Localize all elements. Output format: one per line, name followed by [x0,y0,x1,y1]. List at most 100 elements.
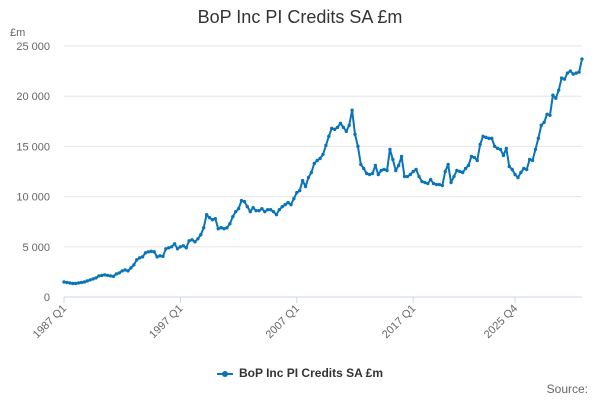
data-point [184,246,188,250]
data-point [460,170,465,175]
data-point [423,180,427,185]
x-tick-label: 1997 Q1 [147,303,185,341]
data-point [143,251,148,255]
data-point [391,157,395,162]
data-point [286,200,290,205]
data-point [495,146,500,151]
data-point [525,167,529,172]
series-line [63,58,583,285]
data-point [504,146,509,151]
data-point [434,182,439,187]
data-point [440,183,445,188]
data-point [79,280,84,285]
data-point [65,280,69,285]
data-point [510,167,514,172]
data-point [330,126,334,131]
data-point [327,134,331,139]
data-point [88,278,92,282]
data-point [359,162,363,167]
data-point [312,161,316,166]
data-point [362,166,366,171]
data-point [152,250,156,254]
data-point [222,227,226,231]
data-point [478,142,482,147]
data-point [295,190,299,195]
data-point [399,154,404,159]
data-point [68,281,72,285]
data-point [117,271,121,275]
data-point [431,181,436,186]
data-point [408,172,412,177]
y-axis: 0 5 000 10 000 15 000 20 000 25 000 [16,41,50,304]
data-point [367,172,372,177]
data-point [216,227,220,231]
data-point [475,158,479,163]
data-point [303,184,308,189]
data-point [100,273,104,278]
data-point [554,96,558,100]
data-point [146,250,151,254]
data-point [452,174,456,179]
data-point [420,179,424,184]
data-point [458,169,462,174]
data-point [577,70,581,74]
data-point [257,208,261,213]
data-point [242,199,247,204]
data-point [396,163,401,168]
data-point [263,209,267,214]
data-point [469,154,474,159]
data-point [562,77,567,81]
data-point [338,121,343,126]
data-point [542,120,546,125]
data-point [466,163,471,168]
data-point [219,226,223,230]
data-point [254,208,258,213]
data-point [545,112,549,116]
data-point [137,256,142,260]
data-point [123,268,127,272]
data-point [449,180,453,185]
data-point [463,166,468,171]
data-point [507,164,511,169]
data-point [207,215,212,220]
data-point [376,172,380,177]
data-point [565,71,570,75]
data-point [204,212,209,217]
data-point [167,246,171,250]
y-tick-label: 15 000 [16,141,50,153]
data-point [501,153,506,158]
data-point [234,209,238,214]
data-point [97,274,101,278]
data-point [533,147,538,152]
data-point [382,167,386,172]
legend[interactable]: BoP Inc PI Credits SA £m [0,366,600,380]
x-axis: 1987 Q1 1997 Q1 2007 Q1 2017 Q1 2025 Q4 [31,296,582,341]
data-point [289,202,293,207]
data-point [414,167,418,172]
y-tick-label: 5 000 [22,242,50,254]
data-point [91,277,95,281]
data-point [126,269,130,273]
data-point [332,127,337,132]
data-point [114,272,119,276]
data-point [62,280,66,284]
data-point [103,273,107,277]
data-point [298,188,302,193]
data-point [373,163,378,168]
data-point [73,281,78,286]
data-point [548,113,552,117]
data-point [455,168,459,173]
y-tick-label: 0 [44,292,50,304]
data-point [426,181,430,186]
data-point [155,255,159,259]
data-point [306,175,311,180]
data-point [364,171,369,176]
data-point [516,175,520,180]
data-point [559,76,564,80]
data-point [213,216,218,221]
series-layer [62,57,584,286]
data-point [513,172,517,177]
data-point [347,123,351,128]
data-point [519,170,523,175]
